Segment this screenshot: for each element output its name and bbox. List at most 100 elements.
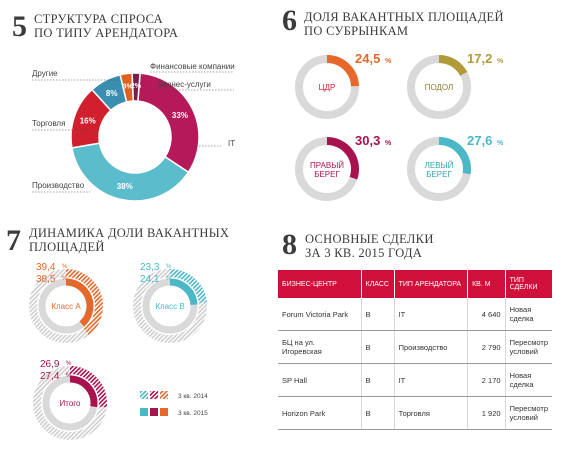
value-unit: % (166, 264, 172, 270)
table-cell: Новая сделка (505, 298, 552, 331)
table-cell: B (361, 330, 395, 364)
category-label: Торговля (32, 119, 65, 128)
legend-label-2015: 3 кв. 2015 (178, 410, 208, 417)
gauge-name: ПРАВЫЙ (310, 161, 344, 170)
value-unit: % (66, 373, 72, 379)
table-cell: Производство (394, 330, 469, 364)
class-name: Класс В (155, 302, 184, 311)
legend-label-2014: 3 кв. 2014 (178, 393, 208, 400)
table-cell: SP Hall (278, 363, 362, 397)
value-2015-label: 38,5 (36, 274, 56, 285)
section-5-number: 5 (12, 10, 27, 43)
table-cell: Пересмотр условий (505, 396, 552, 430)
legend-swatch-2014 (140, 391, 148, 399)
value-unit: % (62, 264, 68, 270)
ring-2014-arc (69, 366, 107, 408)
gauge-unit: % (497, 140, 504, 147)
column-header: БИЗНЕС-ЦЕНТР (278, 270, 362, 298)
table-cell: 4 640 (467, 298, 506, 331)
section-8-title-line-2: ЗА 3 КВ. 2015 ГОДА (305, 246, 423, 260)
legend-swatch-2014 (160, 391, 168, 399)
table-cell: Forum Victoria Park (278, 298, 362, 331)
gauge-unit: % (385, 140, 392, 147)
section-8-title-line-1: ОСНОВНЫЕ СДЕЛКИ (305, 232, 434, 246)
value-2014-label: 23,3 (140, 262, 160, 273)
gauge-value: 30,3 (355, 133, 380, 148)
gauge-unit: % (497, 58, 504, 65)
donut-slice (71, 142, 190, 202)
gauge-name: ПОДОЛ (425, 83, 454, 92)
table-cell: B (361, 396, 395, 430)
table-cell: Пересмотр условий (505, 330, 552, 364)
gauge-name: ЛЕВЫЙ (425, 161, 454, 170)
section-5-title-line-1: СТРУКТУРА СПРОСА (34, 12, 163, 26)
main-deals-table: БИЗНЕС-ЦЕНТР КЛАСС ТИП АРЕНДАТОРА КВ. М … (278, 270, 552, 430)
section-7-number: 7 (6, 224, 21, 257)
gauge-name: БЕРЕГ (426, 170, 452, 179)
donut-slice (137, 72, 200, 174)
table-cell: 1 920 (467, 396, 506, 430)
slice-value-label: 38% (117, 182, 133, 191)
section-6-title: ДОЛЯ ВАКАНТНЫХ ПЛОЩАДЕЙ ПО СУБРЫНКАМ (304, 10, 504, 38)
gauge-value: 24,5 (355, 51, 380, 66)
vacancy-dynamics-chart: Класс А 39,4 % 38,5 % Класс В 23,3 % 24,1 % Итого 2… (29, 262, 208, 440)
column-header: ТИП АРЕНДАТОРА (394, 270, 469, 298)
table-header-row: БИЗНЕС-ЦЕНТР КЛАСС ТИП АРЕНДАТОРА КВ. М … (278, 270, 552, 298)
category-label: Производство (32, 181, 85, 190)
table-row: SP Hall B IT 2 170 Новая сделка (278, 363, 552, 397)
section-5-title: СТРУКТУРА СПРОСА ПО ТИПУ АРЕНДАТОРА (34, 12, 178, 40)
section-7-title-line-1: ДИНАМИКА ДОЛИ ВАКАНТНЫХ (29, 226, 230, 240)
slice-value-label: 3% (123, 84, 134, 91)
gauge-name: БЕРЕГ (314, 170, 340, 179)
legend-swatch-2015 (140, 408, 148, 416)
class-name: Класс А (51, 302, 81, 311)
category-label: Финансовые компании (150, 62, 235, 71)
ring-center (48, 288, 84, 324)
slice-value-label: 16% (80, 117, 96, 126)
ring-2015-arc (169, 278, 198, 306)
table-cell: Новая сделка (505, 363, 552, 397)
column-header: КЛАСС (361, 270, 395, 298)
value-unit: % (166, 276, 172, 282)
legend-swatch-2014 (150, 391, 158, 399)
gauge-unit: % (385, 58, 392, 65)
section-6-title-line-1: ДОЛЯ ВАКАНТНЫХ ПЛОЩАДЕЙ (304, 10, 504, 24)
slice-value-label: 8% (106, 89, 118, 98)
table-cell: 2 170 (467, 363, 506, 397)
table-cell: IT (394, 363, 469, 397)
section-8-title: ОСНОВНЫЕ СДЕЛКИ ЗА 3 КВ. 2015 ГОДА (305, 232, 434, 260)
section-6-title-line-2: ПО СУБРЫНКАМ (304, 24, 409, 38)
table-row: Forum Victoria Park B IT 4 640 Новая сде… (278, 298, 552, 331)
gauge-arc (438, 137, 471, 175)
ring-2015-arc (69, 375, 98, 408)
value-2015-label: 27,4 (40, 371, 60, 382)
ring-2014-arc (169, 269, 207, 304)
column-header: ТИП СДЕЛКИ (505, 270, 552, 298)
category-label: IT (228, 139, 235, 148)
table-cell: IT (394, 298, 469, 331)
value-2015-label: 24,1 (140, 274, 160, 285)
slice-value-label: 33% (172, 111, 188, 120)
class-name: Итого (60, 399, 82, 408)
category-label: Бизнес-услуги (158, 80, 211, 89)
gauge-value: 17,2 (467, 51, 492, 66)
gauge-arc (326, 137, 359, 180)
legend-swatch-2015 (150, 408, 158, 416)
table-cell: B (361, 363, 395, 397)
table-cell: 2 790 (467, 330, 506, 364)
section-5-title-line-2: ПО ТИПУ АРЕНДАТОРА (34, 26, 179, 40)
table-row: Horizon Park B Торговля 1 920 Пересмотр … (278, 396, 552, 430)
gauge-value: 27,6 (467, 133, 492, 148)
gauge-arc (438, 55, 468, 76)
table-cell: БЦ на ул. Игоревская (278, 330, 362, 364)
value-unit: % (66, 361, 72, 367)
ring-2014-arc (65, 269, 103, 336)
table-cell: Horizon Park (278, 396, 362, 430)
section-6-number: 6 (282, 4, 297, 37)
ring-center (52, 385, 88, 421)
table-cell: Торговля (394, 396, 469, 430)
column-header: КВ. М (467, 270, 506, 298)
legend-swatch-2015 (160, 408, 168, 416)
section-8-number: 8 (282, 228, 297, 261)
